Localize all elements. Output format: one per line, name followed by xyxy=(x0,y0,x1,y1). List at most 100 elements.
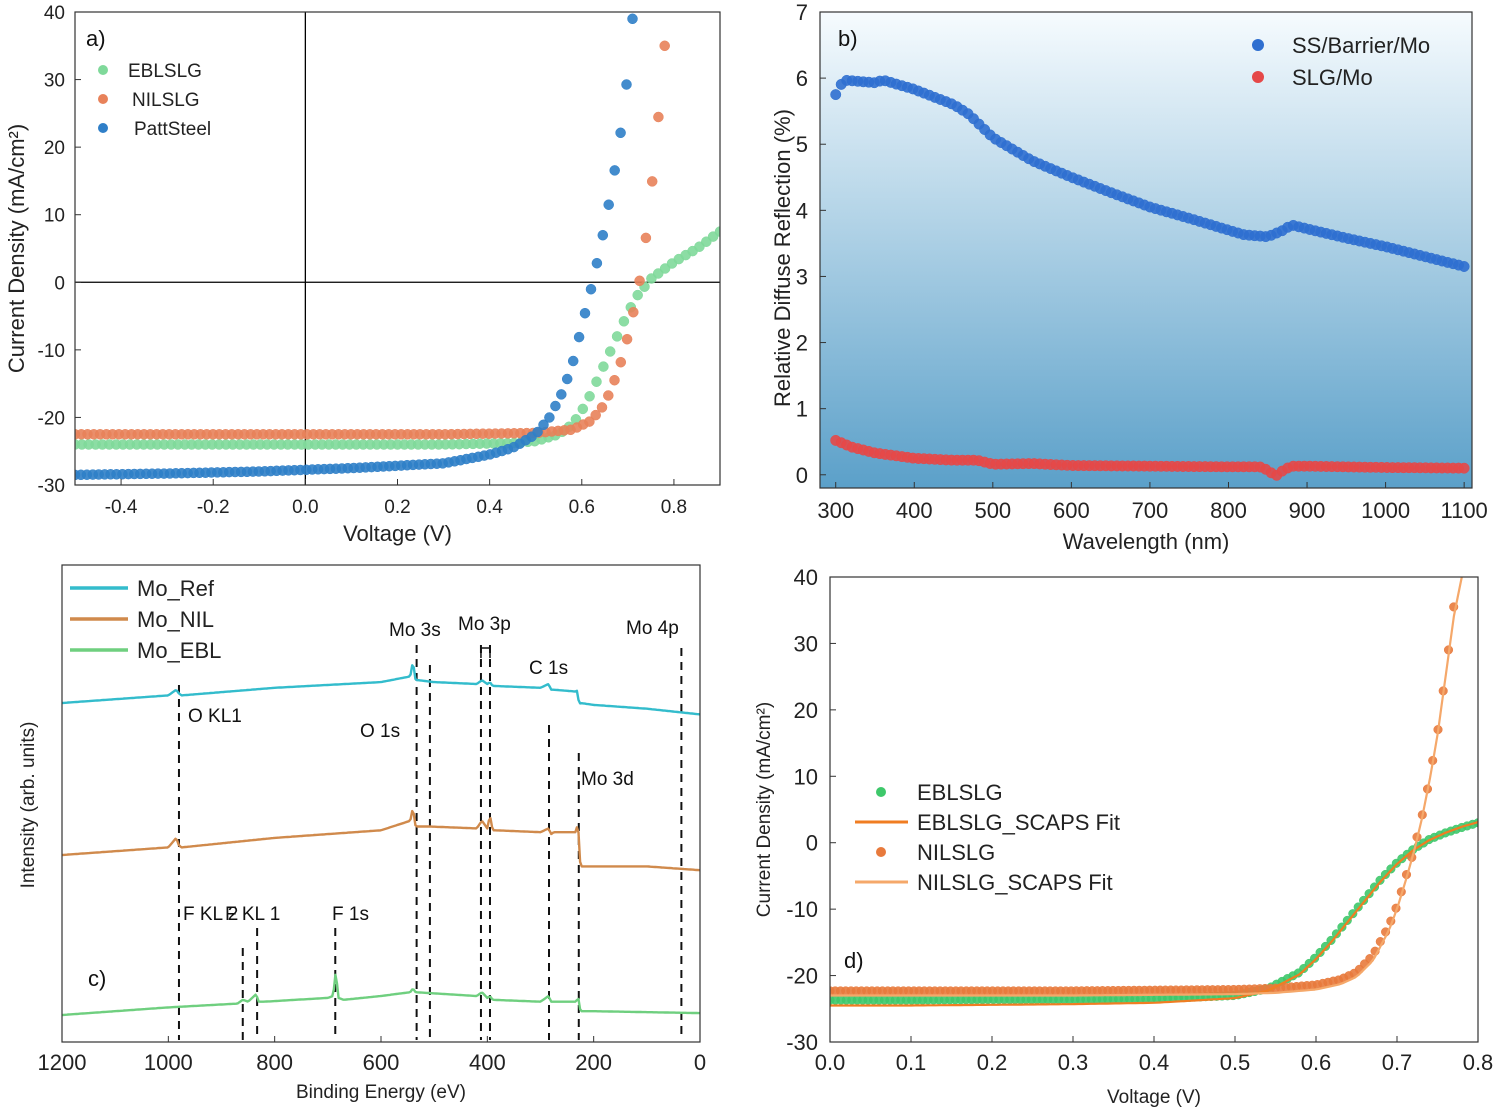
panel-c-peak-label-6: Mo 3d xyxy=(581,769,634,790)
panel-b-ytick-label-2: 5 xyxy=(796,132,808,157)
panel-d-legend-marker-2 xyxy=(876,847,886,857)
panel-b-frame xyxy=(819,11,1473,489)
panel-a-ytick-label-7: -30 xyxy=(38,476,65,497)
panel-c-xtick-label-1: 1000 xyxy=(144,1050,193,1075)
panel-d-xtick-label-2: 0.2 xyxy=(977,1050,1008,1075)
panel-c-peak-label-5: C 1s xyxy=(529,658,568,679)
panel-a-legend-marker-0 xyxy=(98,65,108,75)
panel-b-xtick-label-5: 800 xyxy=(1210,498,1247,523)
panel-a-nilslg-point-83 xyxy=(590,409,601,421)
panel-a-eblslg-point-77 xyxy=(598,361,609,372)
panel-d-eblslg-scaps-fit xyxy=(830,821,1478,1007)
panel-c-frame xyxy=(61,564,701,1043)
panel-b-xtick-label-2: 500 xyxy=(974,498,1011,523)
panel-a-xtick-label-0: -0.4 xyxy=(105,497,138,518)
panel-b-legend-label-1: SLG/Mo xyxy=(1292,65,1373,90)
panel-a-pattsteel-point-85 xyxy=(573,331,585,343)
panel-a-ytick-label-6: -20 xyxy=(38,408,65,429)
panel-b-xlabel: Wavelength (nm) xyxy=(1063,529,1230,554)
panel-c-spectrum-mo-ebl xyxy=(61,973,700,1017)
panel-a-label: a) xyxy=(86,26,106,51)
panel-a-nilslg-point-93 xyxy=(653,111,664,123)
panel-c-peak-label-9: F KL 1 xyxy=(225,904,280,925)
panel-a-ytick-label-2: 20 xyxy=(44,138,65,159)
panel-a-xtick-label-3: 0.2 xyxy=(384,497,410,518)
panel-d-xtick-label-3: 0.3 xyxy=(1058,1050,1089,1075)
panel-c-spectrum-mo-nil xyxy=(61,809,701,872)
panel-b-ytick-label-6: 1 xyxy=(796,397,808,422)
panel-a-nilslg-point-90 xyxy=(634,275,645,287)
panel-c-peak-label-8: F KL 2 xyxy=(183,904,238,925)
panel-d-legend-label-1: EBLSLG_SCAPS Fit xyxy=(917,810,1120,835)
panel-a-eblslg-point-74 xyxy=(577,403,589,415)
panel-a-legend-label-1: NILSLG xyxy=(132,90,200,111)
panel-d-nilslg-scaps-fit xyxy=(830,577,1463,997)
panel-a-ytick-label-3: 10 xyxy=(44,206,65,227)
panel-a-legend-marker-2 xyxy=(98,123,108,133)
panel-a-pattsteel-point-82 xyxy=(556,389,567,400)
panel-d-xtick-label-0: 0.0 xyxy=(815,1050,846,1075)
panel-a-pattsteel-point-84 xyxy=(567,355,579,367)
panel-b-ytick-label-7: 0 xyxy=(796,463,808,488)
panel-a-nilslg-point-87 xyxy=(615,356,627,368)
panel-d-legend-label-3: NILSLG_SCAPS Fit xyxy=(917,870,1113,895)
panel-d-ytick-label-7: -30 xyxy=(786,1030,818,1055)
panel-a-eblslg-point-79 xyxy=(611,331,623,342)
panel-d-ytick-label-1: 30 xyxy=(794,631,818,656)
panel-d-label: d) xyxy=(844,948,864,973)
panel-c-peak-label-7: Mo 4p xyxy=(626,618,679,639)
panel-a-legend-marker-1 xyxy=(98,94,108,104)
panel-b-xtick-label-4: 700 xyxy=(1132,498,1169,523)
panel-b-legend-marker-0 xyxy=(1252,39,1264,51)
panel-a: -0.4 -0.2 0.0 0.2 0.4 0.6 0.8 40 30 20 10 0 -10 -20 -3… xyxy=(4,3,721,546)
panel-a-xlabel: Voltage (V) xyxy=(343,521,452,546)
panel-a-pattsteel-point-90 xyxy=(603,199,614,210)
panel-b-xtick-label-6: 900 xyxy=(1289,498,1326,523)
panel-a-series xyxy=(75,13,720,481)
panel-c-spectrum-mo-ref xyxy=(61,664,701,716)
panel-d-legend-marker-0 xyxy=(876,787,886,797)
panel-d-xtick-label-7: 0.7 xyxy=(1382,1050,1413,1075)
panel-a-ytick-label-4: 0 xyxy=(54,273,65,294)
panel-a-pattsteel-point-83 xyxy=(561,373,573,385)
panel-b-ylabel: Relative Diffuse Reflection (%) xyxy=(770,109,795,407)
panel-b-xtick-label-1: 400 xyxy=(896,498,933,523)
panel-c-peak-label-2: Mo 3s xyxy=(389,620,441,641)
panel-d-ytick-label-5: -10 xyxy=(786,897,818,922)
panel-d-xtick-label-8: 0.8 xyxy=(1463,1050,1494,1075)
panel-a-xtick-label-4: 0.4 xyxy=(476,497,503,518)
panel-a-xtick-label-5: 0.6 xyxy=(569,497,595,518)
panel-a-xtick-label-1: -0.2 xyxy=(197,497,230,518)
panel-c-legend-label-1: Mo_NIL xyxy=(137,607,214,632)
panel-a-pattsteel-point-94 xyxy=(627,13,638,25)
panel-c: 1200 1000 800 600 400 200 0 Binding Energy (eV)… xyxy=(18,564,706,1103)
panel-b-ytick-label-3: 4 xyxy=(796,198,808,223)
panel-a-pattsteel-point-93 xyxy=(621,79,632,90)
panel-d: 0.0 0.1 0.2 0.3 0.4 0.5 0.6 0.7 0.8 40 30 20 10 0 -10 -… xyxy=(754,565,1493,1108)
panel-c-mo3p-bracket xyxy=(480,647,491,658)
panel-a-pattsteel-point-86 xyxy=(579,307,591,319)
panel-a-nilslg-point-85 xyxy=(603,390,614,401)
panel-a-eblslg-point-94 xyxy=(714,226,720,237)
panel-a-nilslg-point-88 xyxy=(621,333,633,345)
panel-a-pattsteel-point-88 xyxy=(591,257,603,269)
panel-c-label: c) xyxy=(88,966,106,991)
panel-a-legend-label-2: PattSteel xyxy=(134,119,211,140)
panel-b-slg-mo-point-114 xyxy=(1458,462,1470,474)
panel-a-nilslg-point-92 xyxy=(646,176,658,187)
panel-a-pattsteel-point-91 xyxy=(609,165,620,176)
panel-b-label: b) xyxy=(838,26,858,51)
panel-c-peak-label-10: F 1s xyxy=(332,904,369,925)
panel-c-xlabel: Binding Energy (eV) xyxy=(296,1082,466,1103)
panel-d-ylabel: Current Density (mA/cm²) xyxy=(754,702,775,917)
panel-c-legend-label-0: Mo_Ref xyxy=(137,576,215,601)
panel-b-legend-label-0: SS/Barrier/Mo xyxy=(1292,33,1430,58)
panel-a-ytick-label-1: 30 xyxy=(44,71,65,92)
panel-d-series xyxy=(830,577,1478,1007)
panel-c-xtick-label-5: 200 xyxy=(575,1050,612,1075)
panel-a-ytick-label-0: 40 xyxy=(44,3,65,24)
panel-b-ytick-label-4: 3 xyxy=(796,264,808,289)
panel-d-xtick-label-4: 0.4 xyxy=(1139,1050,1170,1075)
panel-a-legend-label-0: EBLSLG xyxy=(128,61,202,82)
panel-b-ytick-label-0: 7 xyxy=(796,0,808,25)
